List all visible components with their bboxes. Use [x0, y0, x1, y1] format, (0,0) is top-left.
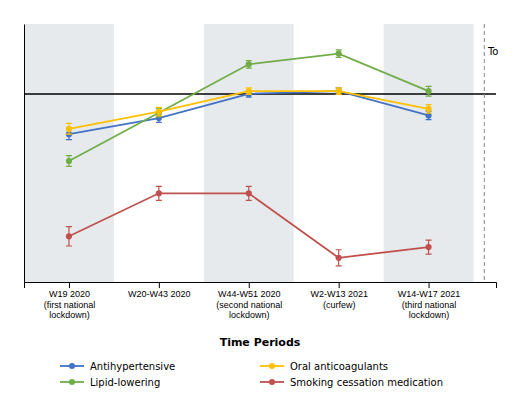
error-bar [246, 88, 252, 94]
x-tick-mark [429, 282, 430, 288]
chart: W19 2020(first nationallockdown)W20-W43 … [0, 0, 520, 400]
error-bar [336, 88, 342, 94]
error-bar [426, 86, 432, 96]
point [66, 233, 72, 239]
point [425, 88, 431, 94]
point [66, 126, 72, 132]
legend: Antihypertensive Lipid-lowering Oral antic… [60, 361, 443, 388]
x-tick-label-line: W20-W43 2020 [128, 289, 191, 299]
legend-item: Lipid-lowering [60, 377, 160, 388]
x-tick-label-line: (curfew) [323, 300, 356, 310]
point [425, 244, 431, 250]
x-tick-mark [159, 282, 160, 288]
point [246, 88, 252, 94]
point [336, 88, 342, 94]
error-bar [426, 105, 432, 114]
series [66, 88, 432, 140]
x-tick-label: W19 2020(first nationallockdown) [44, 289, 96, 320]
series-line [69, 54, 429, 162]
series [66, 88, 432, 134]
legend-label: Lipid-lowering [90, 377, 160, 388]
point [336, 255, 342, 261]
x-tick-label-line: (third national [402, 300, 457, 310]
x-tick-label-line: W14-W17 2021 [398, 289, 461, 299]
error-bar [66, 227, 72, 246]
separator-line [484, 24, 485, 282]
legend-label: Oral anticoagulants [290, 361, 388, 372]
period-band [384, 24, 474, 282]
x-tick-mark [339, 282, 340, 288]
x-tick-label-line: lockdown) [409, 310, 450, 320]
plot-area [24, 24, 496, 282]
x-axis-title: Time Periods [220, 336, 301, 349]
error-bar [426, 240, 432, 254]
x-tick-label: W14-W17 2021(third nationallockdown) [398, 289, 461, 320]
legend-marker [69, 379, 75, 385]
x-tick-label-line: W19 2020 [49, 289, 90, 299]
point [425, 106, 431, 112]
series [66, 186, 432, 266]
annotation: To [487, 46, 499, 57]
error-bar [66, 123, 72, 134]
background [24, 24, 474, 282]
x-axis: W19 2020(first nationallockdown)W20-W43 … [25, 282, 497, 320]
y-axis [24, 25, 25, 283]
x-tick-label: W44-W51 2020(second nationallockdown) [216, 289, 282, 320]
series [66, 50, 432, 167]
point [156, 190, 162, 196]
legend-item: Oral anticoagulants [260, 361, 388, 372]
x-tick-label-line: W44-W51 2020 [218, 289, 281, 299]
series-line [69, 193, 429, 257]
error-bar [336, 88, 342, 94]
point [246, 61, 252, 67]
x-tick: W2-W13 2021(curfew) [310, 282, 368, 310]
x-tick-label: W2-W13 2021(curfew) [310, 289, 368, 309]
x-tick-label-line: lockdown) [49, 310, 90, 320]
y-axis-line [24, 25, 25, 283]
x-tick: W44-W51 2020(second nationallockdown) [216, 282, 282, 320]
error-bar [336, 250, 342, 266]
period-band [24, 24, 114, 282]
legend-label: Smoking cessation medication [290, 377, 443, 388]
point [336, 88, 342, 94]
x-tick-label: W20-W43 2020 [128, 289, 191, 299]
x-tick: W19 2020(first nationallockdown) [44, 282, 96, 320]
x-tick-mark [249, 282, 250, 288]
error-bar [246, 186, 252, 200]
series-line [69, 91, 429, 129]
x-tick-label-line: (second national [216, 300, 282, 310]
legend-marker [269, 363, 275, 369]
x-tick: W20-W43 2020 [128, 282, 191, 299]
error-bar [336, 50, 342, 58]
error-bar [156, 186, 162, 200]
x-tick-label-line: lockdown) [229, 310, 270, 320]
period-band [204, 24, 294, 282]
x-tick-label-line: (first national [44, 300, 96, 310]
x-tick: W14-W17 2021(third nationallockdown) [398, 282, 461, 320]
point [66, 158, 72, 164]
point [156, 109, 162, 115]
error-bar [246, 61, 252, 69]
point [336, 50, 342, 56]
point [246, 190, 252, 196]
legend-item: Antihypertensive [60, 361, 175, 372]
x-tick-label-line: W2-W13 2021 [310, 289, 368, 299]
legend-marker [69, 363, 75, 369]
legend-label: Antihypertensive [90, 361, 175, 372]
x-axis-line [25, 283, 497, 289]
error-bar [66, 156, 72, 167]
series-line [69, 91, 429, 134]
x-tick-mark [69, 282, 70, 288]
error-bar [156, 107, 162, 116]
legend-item: Smoking cessation medication [260, 377, 443, 388]
legend-marker [269, 379, 275, 385]
